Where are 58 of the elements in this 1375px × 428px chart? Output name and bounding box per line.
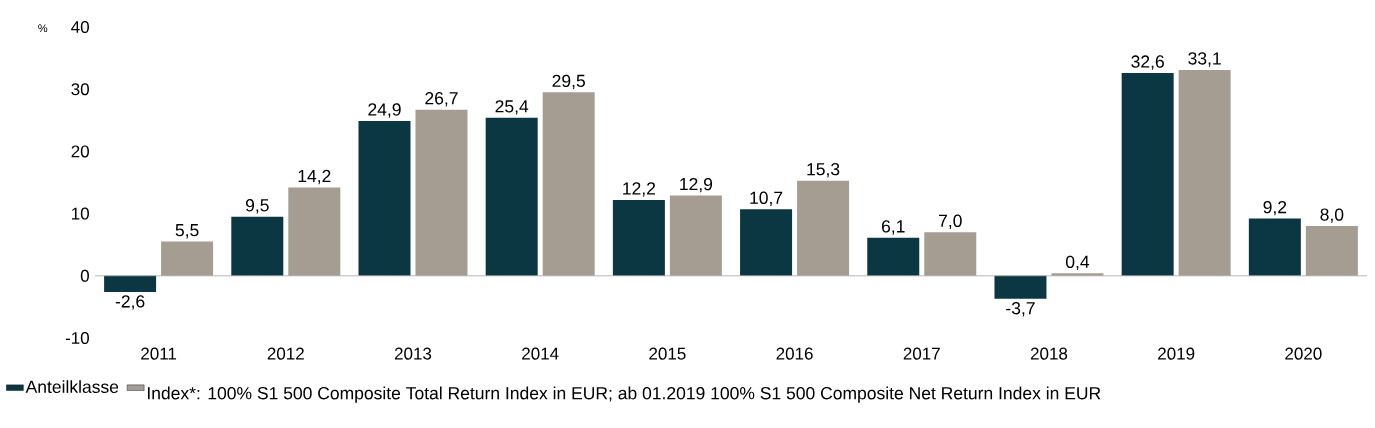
data-label: 7,0 (938, 214, 962, 230)
x-tick-label: 2017 (903, 347, 940, 360)
y-tick-label: 20 (71, 145, 89, 158)
y-axis-title: % (38, 24, 48, 33)
data-label: 8,0 (1320, 208, 1344, 223)
x-tick-label: 2019 (1158, 347, 1195, 360)
bar (1178, 69, 1231, 276)
data-label: 25,4 (495, 100, 529, 115)
data-label: 0,4 (1065, 255, 1090, 271)
bar (740, 209, 793, 276)
data-label: 15,3 (807, 162, 840, 178)
data-label: -2,6 (115, 295, 145, 310)
x-tick-label: 2014 (522, 347, 559, 360)
data-label: 9,5 (245, 199, 269, 214)
data-label: 32,6 (1131, 55, 1164, 70)
bar (288, 187, 341, 276)
bar (1305, 226, 1358, 276)
bar (542, 92, 595, 276)
bar (1121, 73, 1174, 276)
x-tick-label: 2016 (776, 347, 813, 360)
bar (1248, 218, 1301, 276)
bar (104, 275, 157, 292)
y-tick-label: 40 (71, 20, 89, 34)
bar (669, 195, 722, 276)
bar (415, 109, 468, 276)
x-tick-label: 2013 (394, 347, 432, 360)
y-tick-label: 30 (71, 83, 89, 96)
bar (231, 216, 284, 276)
data-label: 14,2 (298, 169, 331, 185)
x-tick-label: 2012 (267, 347, 304, 360)
x-tick-label: 2015 (649, 347, 686, 360)
bar (867, 237, 920, 276)
data-label: 9,2 (1263, 200, 1287, 216)
x-tick-label: 2020 (1285, 347, 1322, 360)
bar (994, 275, 1047, 299)
data-label: 5,5 (175, 224, 199, 239)
bar (924, 232, 977, 276)
data-label: 12,9 (680, 177, 713, 193)
bar (161, 241, 214, 276)
data-label: 6,1 (881, 220, 905, 235)
data-label: 29,5 (552, 74, 585, 90)
y-tick-label: 0 (80, 269, 89, 282)
data-label: 24,9 (368, 103, 401, 118)
bar (797, 180, 850, 276)
data-label: 10,7 (750, 191, 783, 207)
y-tick-label: -10 (65, 331, 89, 345)
x-tick-label: 2018 (1030, 347, 1068, 360)
data-label: 12,2 (623, 182, 656, 197)
bar (358, 120, 411, 276)
y-tick-label: 10 (72, 207, 89, 220)
bar (485, 117, 538, 276)
bar (612, 199, 665, 276)
data-label: -3,7 (1006, 302, 1035, 317)
legend-label: Anteilklasse (25, 380, 119, 394)
data-label: 26,7 (425, 92, 458, 107)
legend-label: Index*: 100% S1 500 Composite Total Return Index in EUR; ab 01.2019 100% S1 500 Composite Net Return Index in EUR (147, 386, 1101, 403)
data-label: 33,1 (1188, 52, 1221, 67)
x-tick-label: 2011 (141, 347, 177, 360)
